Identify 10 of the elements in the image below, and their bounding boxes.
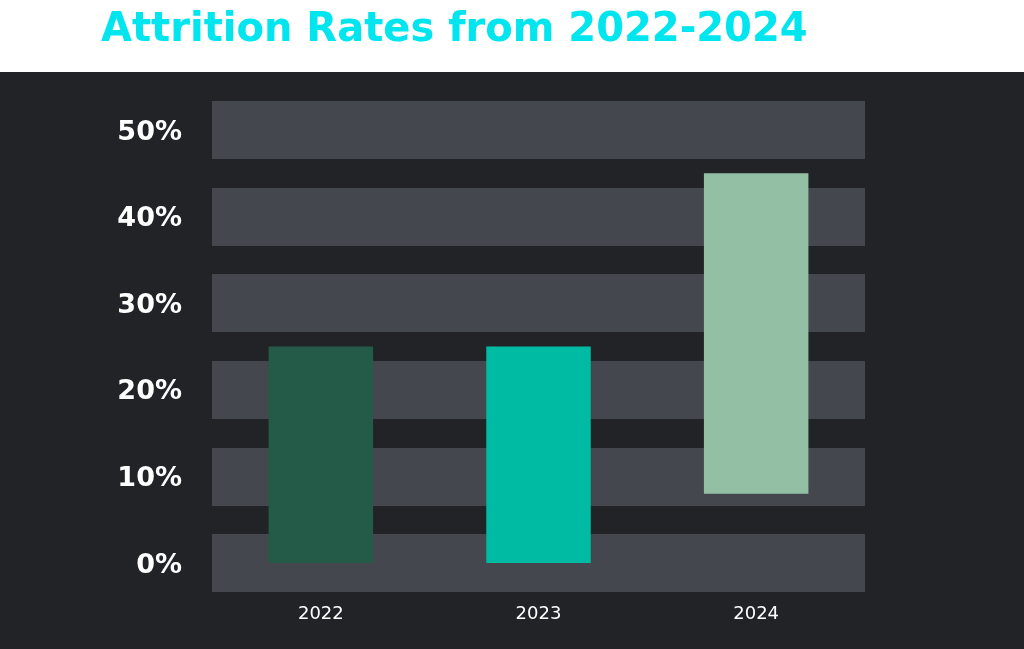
x-tick-label: 2022 (297, 601, 344, 623)
y-tick-label: 10% (117, 460, 182, 492)
y-tick-label: 0% (136, 547, 182, 579)
y-tick-label: 40% (117, 201, 182, 233)
y-tick-label: 30% (117, 287, 182, 319)
chart-title: Attrition Rates from 2022-2024 (101, 4, 808, 50)
y-tick-label: 50% (117, 114, 182, 146)
y-tick-label: 20% (117, 374, 182, 406)
x-tick-label: 2024 (733, 601, 780, 623)
x-tick-label: 2023 (515, 601, 562, 623)
